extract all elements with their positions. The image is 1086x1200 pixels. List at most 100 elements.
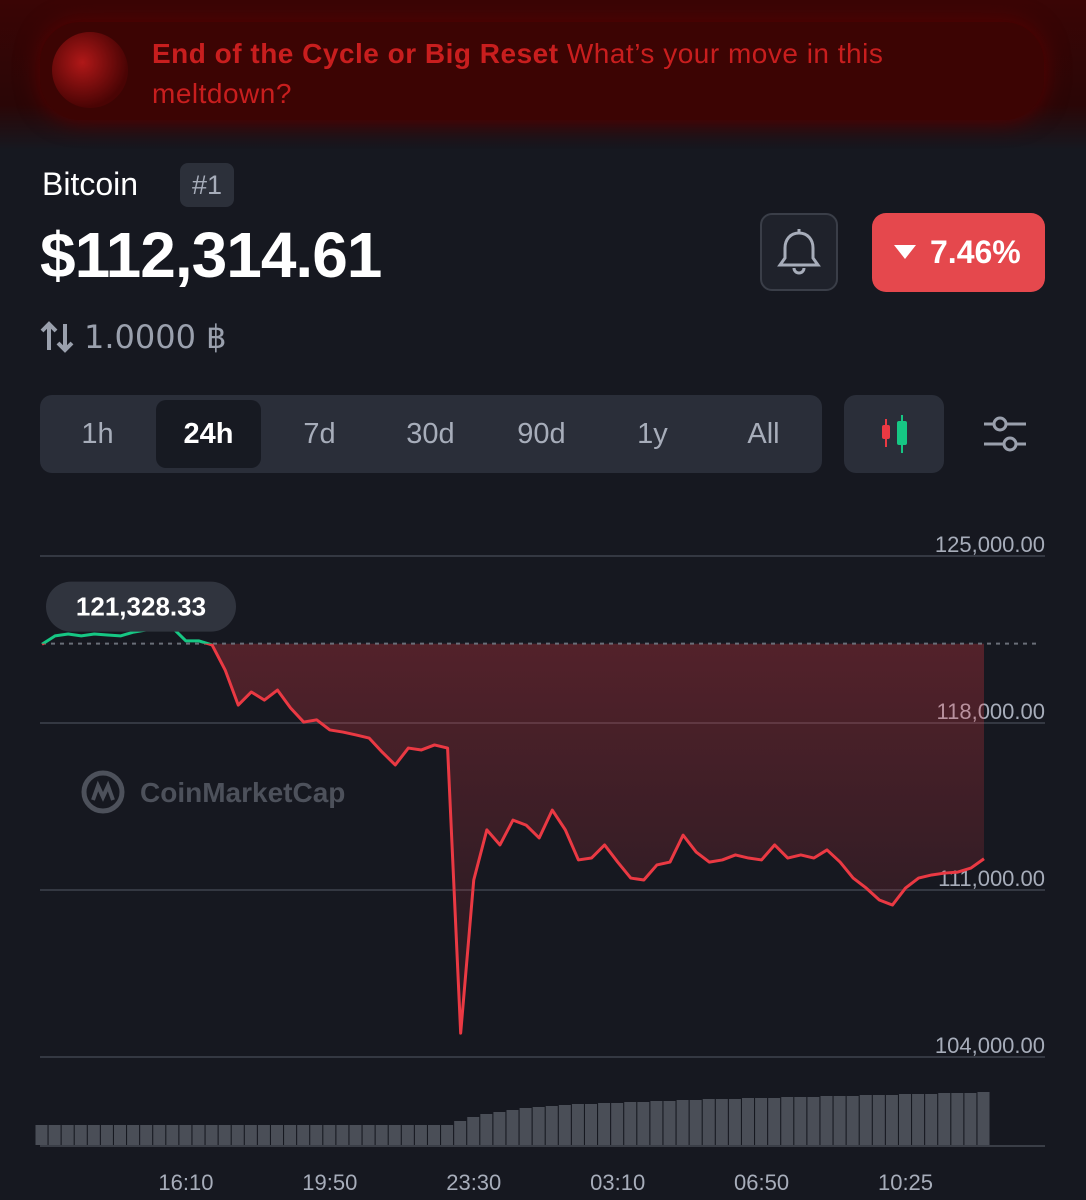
x-tick-label: 10:25 (878, 1170, 933, 1195)
candle-toggle[interactable] (844, 395, 944, 473)
down-triangle (894, 245, 916, 259)
volume-bar (297, 1125, 310, 1145)
volume-bar (428, 1125, 440, 1145)
coin-rank: #1 (180, 163, 234, 207)
volume-bar (127, 1125, 140, 1145)
volume-bar (493, 1112, 506, 1145)
volume-bar (885, 1095, 898, 1145)
volume-bar (323, 1125, 336, 1145)
volume-bar (35, 1125, 48, 1145)
volume-bar (375, 1125, 388, 1145)
timeframe-tab[interactable]: 1h (81, 418, 114, 450)
timeframe-tabs: 1h 24h 7d 30d 90d 1y All (40, 395, 822, 473)
coin-price: $112,314.61 (40, 219, 382, 291)
volume-bar (571, 1104, 584, 1145)
volume-bar (336, 1125, 349, 1145)
volume-bar (624, 1102, 637, 1145)
x-tick-label: 06:50 (734, 1170, 789, 1195)
volume-bar (257, 1125, 270, 1145)
volume-bar (794, 1097, 807, 1145)
timeframe-tab[interactable]: All (747, 418, 780, 450)
change-badge: 7.46% (872, 213, 1045, 292)
reference-label: 121,328.33 (76, 592, 206, 622)
volume-bar (545, 1106, 558, 1145)
timeframe-tab[interactable]: 1y (637, 418, 668, 450)
volume-bar (414, 1125, 427, 1145)
watermark: CoinMarketCap (81, 770, 345, 814)
volume-bar (310, 1125, 323, 1145)
volume-bar (362, 1125, 375, 1145)
settings-icon[interactable] (980, 410, 1030, 458)
volume-bar (349, 1125, 362, 1145)
x-tick-label: 03:10 (590, 1170, 645, 1195)
volume-bar (938, 1093, 951, 1145)
volume-bar (872, 1095, 885, 1145)
volume-bar (689, 1100, 702, 1145)
volume-bar (467, 1117, 480, 1145)
volume-bar (480, 1114, 493, 1145)
volume-bar (925, 1094, 938, 1145)
banner-title: End of the Cycle or Big Reset (152, 38, 559, 69)
coin-amount: 1.0000 ฿ (84, 318, 227, 356)
y-tick-label: 125,000.00 (935, 532, 1045, 557)
volume-bar (755, 1098, 768, 1145)
banner-icon (52, 32, 128, 108)
volume-bar (899, 1094, 911, 1145)
volume-bar (231, 1125, 244, 1145)
x-tick-label: 23:30 (446, 1170, 501, 1195)
volume-bar (964, 1093, 977, 1145)
volume-bar (179, 1125, 192, 1145)
volume-bar (650, 1101, 663, 1145)
volume-bar (271, 1125, 283, 1145)
volume-bar (663, 1101, 676, 1145)
banner[interactable] (40, 22, 1044, 120)
timeframe-tab[interactable]: 24h (156, 400, 261, 468)
price-line-up (41, 622, 213, 644)
candle-icon (882, 415, 907, 453)
volume-bar (977, 1092, 990, 1145)
volume-bar (807, 1097, 820, 1145)
volume-bar (100, 1125, 113, 1145)
timeframe-tab[interactable]: 30d (406, 418, 455, 450)
volume-bar (166, 1125, 179, 1145)
swap-icon[interactable] (40, 320, 74, 354)
volume-bar (781, 1097, 794, 1145)
timeframe-tab[interactable]: 7d (303, 418, 336, 450)
volume-bar (715, 1099, 728, 1145)
volume-bar (912, 1094, 925, 1145)
coin-name: Bitcoin (42, 166, 139, 202)
volume-bar (48, 1125, 61, 1145)
volume-bar (192, 1125, 205, 1145)
banner-text[interactable]: End of the Cycle or Big Reset What’s you… (152, 34, 972, 114)
volume-bar (74, 1125, 87, 1145)
volume-bar (441, 1125, 454, 1145)
volume-bar (585, 1104, 597, 1145)
volume-bar (284, 1125, 297, 1145)
volume-bar (506, 1110, 519, 1145)
volume-bar (454, 1121, 467, 1145)
x-tick-label: 16:10 (158, 1170, 213, 1195)
price-line-down (41, 643, 985, 1035)
volume-bar (401, 1125, 414, 1145)
volume-bar (702, 1099, 715, 1145)
bell-icon (777, 229, 821, 275)
y-tick-label: 104,000.00 (935, 1033, 1045, 1058)
volume-bar (859, 1095, 872, 1145)
volume-bar (388, 1125, 401, 1145)
volume-bar (114, 1125, 126, 1145)
timeframe-tab[interactable]: 90d (517, 418, 566, 450)
volume-bar (637, 1102, 650, 1145)
volume-bar (140, 1125, 153, 1145)
change-value: 7.46% (930, 234, 1021, 270)
x-tick-label: 19:50 (302, 1170, 357, 1195)
watermark-text: CoinMarketCap (140, 777, 345, 808)
volume-bar (846, 1096, 859, 1145)
volume-bar (728, 1099, 741, 1145)
alert-button[interactable] (760, 213, 838, 291)
volume-bar (598, 1103, 611, 1145)
banner-question: What’s your move in this meltdown? (152, 38, 884, 109)
volume-bar (519, 1108, 532, 1145)
volume-bar (558, 1105, 571, 1145)
